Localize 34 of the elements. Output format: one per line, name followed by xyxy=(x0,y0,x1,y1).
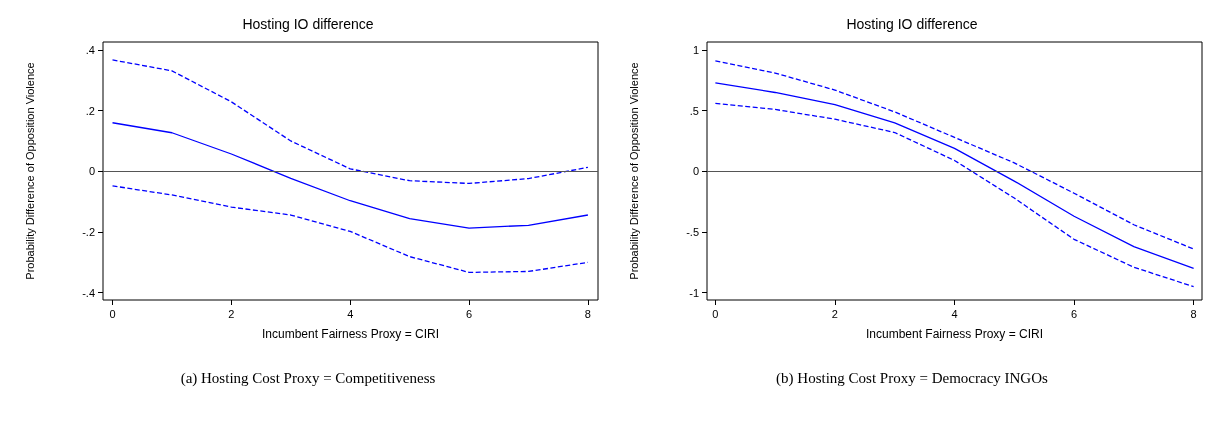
line-series xyxy=(111,122,589,229)
y-tick-label: .4 xyxy=(85,43,95,56)
chart-title: Hosting IO difference xyxy=(242,16,374,32)
x-axis-title: Incumbent Fairness Proxy = CIRI xyxy=(865,327,1044,341)
line-series xyxy=(714,102,1195,288)
y-tick-label: -1 xyxy=(689,286,699,299)
x-tick-label: 0 xyxy=(109,307,116,320)
x-tick-label: 8 xyxy=(1190,307,1197,320)
text: (b) Hosting Cost Proxy = Democracy INGOs xyxy=(775,370,1049,387)
y-tick-label: -.2 xyxy=(82,226,95,239)
x-tick-label: 2 xyxy=(831,307,838,320)
y-tick-label: 0 xyxy=(692,165,699,178)
x-tick-label: 0 xyxy=(712,307,719,320)
line-series xyxy=(714,60,1195,250)
line-series xyxy=(111,59,589,185)
x-tick-label: 8 xyxy=(584,307,591,320)
y-axis-title: Probability Difference of Opposition Violence xyxy=(23,62,36,280)
y-axis-title: Probability Difference of Opposition Violence xyxy=(627,62,640,280)
chart-title: Hosting IO difference xyxy=(846,16,978,32)
x-tick-label: 6 xyxy=(1071,307,1078,320)
y-tick-label: -.5 xyxy=(686,226,699,239)
y-tick-label: .5 xyxy=(689,104,699,117)
x-tick-label: 6 xyxy=(465,307,473,320)
x-tick-label: 2 xyxy=(228,307,235,320)
y-tick-label: .2 xyxy=(85,104,95,117)
line-series xyxy=(714,82,1195,270)
line-series xyxy=(111,185,589,274)
x-tick-label: 4 xyxy=(347,307,354,320)
x-axis-title: Incumbent Fairness Proxy = CIRI xyxy=(261,327,440,341)
y-tick-label: -.4 xyxy=(82,286,95,299)
y-tick-label: 1 xyxy=(692,44,699,57)
text: (a) Hosting Cost Proxy = Competitiveness xyxy=(179,370,437,387)
y-tick-label: 0 xyxy=(88,165,95,178)
x-tick-label: 4 xyxy=(951,307,958,320)
